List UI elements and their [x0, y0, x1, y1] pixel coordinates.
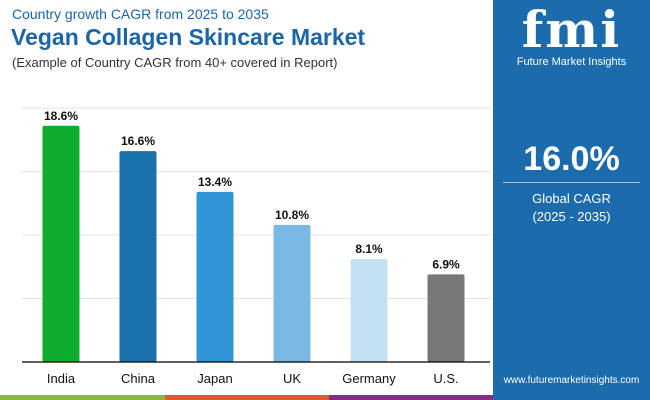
x-tick-label: Germany	[342, 371, 396, 386]
stripe-purple	[329, 395, 493, 400]
x-tick-label: Japan	[197, 371, 232, 386]
bar-chart: 18.6% India 16.6% China 13.4% Japan 10.8% UK 8.1…	[22, 107, 490, 386]
data-label: 10.8%	[275, 208, 309, 222]
data-label: 6.9%	[432, 257, 460, 271]
bar-japan	[196, 191, 234, 362]
data-label: 16.6%	[121, 134, 155, 148]
x-tick-label: UK	[283, 371, 301, 386]
data-label: 13.4%	[198, 175, 232, 189]
bar-india	[42, 125, 80, 362]
x-tick-label: U.S.	[433, 371, 458, 386]
bar-china	[119, 151, 157, 362]
fmi-logo: fmi Future Market Insights	[516, 0, 627, 69]
x-tick-label: India	[47, 371, 76, 386]
global-cagr-label: Global CAGR	[532, 191, 611, 206]
bar-germany	[350, 259, 388, 362]
bar-us	[427, 274, 465, 362]
bar-uk	[273, 224, 311, 362]
global-cagr-value: 16.0%	[523, 140, 620, 178]
data-label: 18.6%	[44, 109, 78, 123]
stripe-orange	[165, 395, 329, 400]
website-url[interactable]: www.futuremarketinsights.com	[503, 375, 640, 386]
side-panel: fmi Future Market Insights 16.0% Global …	[493, 0, 650, 400]
stripe-green	[0, 395, 165, 400]
x-tick-label: China	[121, 371, 156, 386]
global-cagr-period: (2025 - 2035)	[532, 209, 611, 224]
chart-title: Vegan Collagen Skincare Market	[11, 24, 366, 50]
divider	[503, 182, 640, 183]
data-label: 8.1%	[355, 242, 383, 256]
chart-subtitle: (Example of Country CAGR from 40+ covere…	[12, 55, 338, 70]
chart-kicker: Country growth CAGR from 2025 to 2035	[12, 6, 269, 22]
